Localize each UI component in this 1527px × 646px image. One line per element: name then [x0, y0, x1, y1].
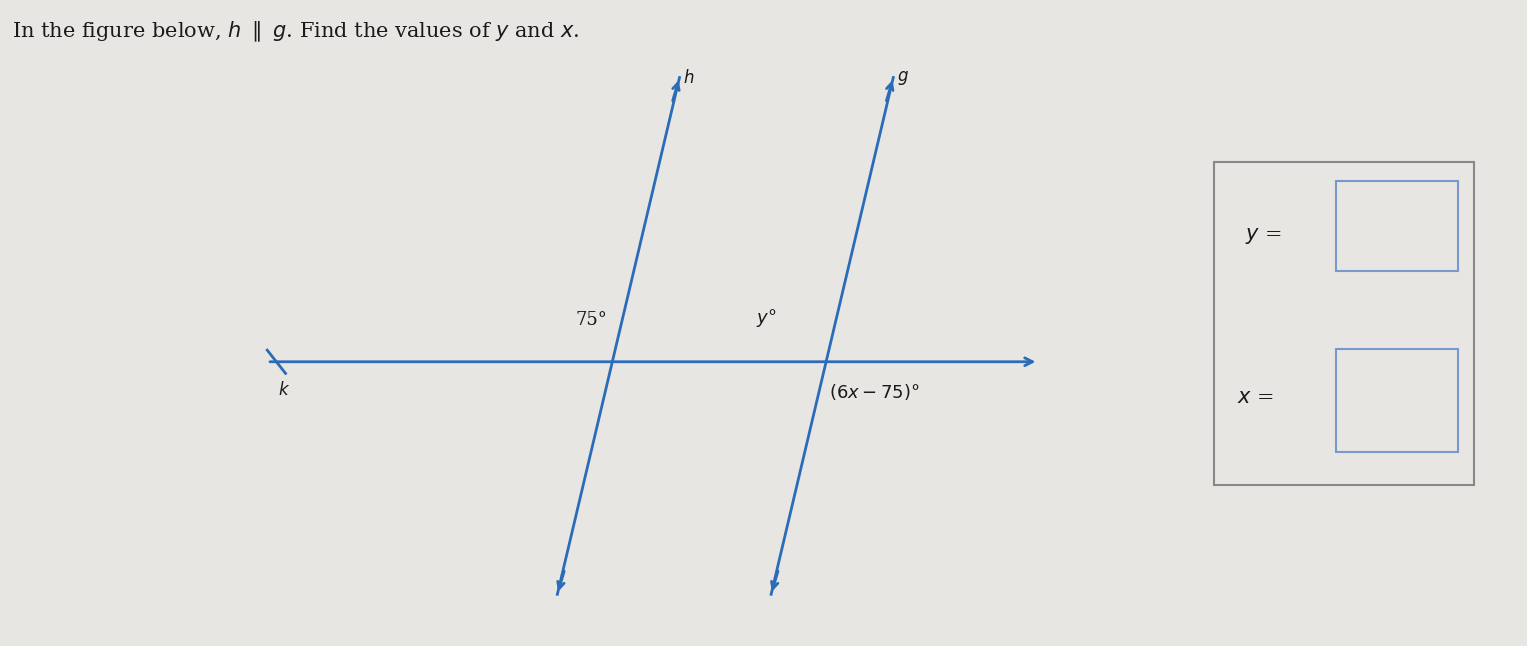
Text: $g$: $g$: [896, 69, 909, 87]
Text: $x$ =: $x$ =: [1237, 388, 1274, 407]
Text: In the figure below, $h$ $\parallel$ $g$. Find the values of $y$ and $x$.: In the figure below, $h$ $\parallel$ $g$…: [12, 19, 580, 44]
Bar: [1336, 181, 1458, 271]
Bar: [1336, 349, 1458, 452]
Text: $h$: $h$: [683, 69, 695, 87]
Text: $y$ =: $y$ =: [1245, 226, 1281, 245]
Bar: [1214, 162, 1474, 484]
Text: $(6x - 75)$°: $(6x - 75)$°: [829, 382, 919, 402]
Text: $k$: $k$: [278, 381, 290, 399]
Text: 75°: 75°: [576, 311, 608, 329]
Text: $y$°: $y$°: [756, 307, 776, 329]
